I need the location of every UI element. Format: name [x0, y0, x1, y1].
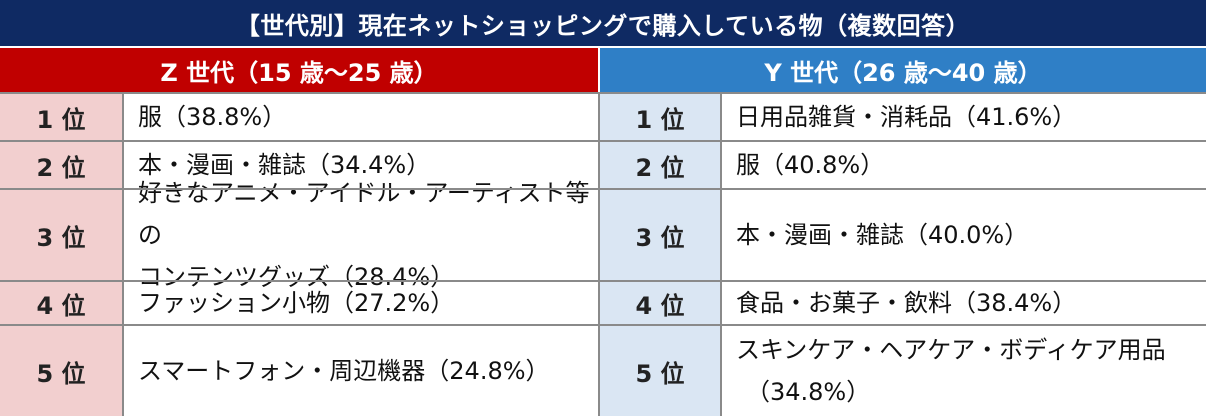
- y-rank-5: 5 位: [600, 326, 720, 416]
- h-divider: [0, 280, 1206, 282]
- h-divider: [0, 324, 1206, 326]
- v-divider: [720, 92, 722, 416]
- y-rank-4: 4 位: [600, 282, 720, 324]
- z-item-4: ファッション小物（27.2%）: [138, 289, 455, 317]
- h-divider: [0, 92, 1206, 94]
- z-rank-3: 3 位: [0, 190, 122, 280]
- y-item-1: 日用品雑貨・消耗品（41.6%）: [736, 103, 1077, 131]
- z-item-3: 好きなアニメ・アイドル・アーティスト等の コンテンツグッズ（28.4%）: [138, 179, 590, 291]
- z-rank-5: 5 位: [0, 326, 122, 416]
- h-divider: [0, 140, 1206, 142]
- z-item-2: 本・漫画・雑誌（34.4%）: [138, 151, 431, 179]
- z-rank-4: 4 位: [0, 282, 122, 324]
- z-item-1: 服（38.8%）: [138, 103, 287, 131]
- z-item-5: スマートフォン・周辺機器（24.8%）: [138, 357, 550, 385]
- y-item-3: 本・漫画・雑誌（40.0%）: [736, 221, 1029, 249]
- y-item-2: 服（40.8%）: [736, 151, 885, 179]
- z-generation-header: Z 世代（15 歳～25 歳）: [0, 48, 598, 92]
- z-rank-1: 1 位: [0, 94, 122, 140]
- v-divider: [122, 92, 124, 416]
- table-title: 【世代別】現在ネットショッピングで購入している物（複数回答）: [0, 0, 1206, 46]
- y-item-4: 食品・お菓子・飲料（38.4%）: [736, 289, 1077, 317]
- h-divider: [0, 188, 1206, 190]
- v-divider: [598, 46, 600, 92]
- v-divider: [598, 92, 600, 416]
- y-rank-3: 3 位: [600, 190, 720, 280]
- y-generation-header: Y 世代（26 歳～40 歳）: [600, 48, 1206, 92]
- y-item-5: スキンケア・ヘアケア・ボディケア用品 （34.8%）: [736, 336, 1166, 406]
- z-rank-2: 2 位: [0, 142, 122, 188]
- y-rank-1: 1 位: [600, 94, 720, 140]
- y-rank-2: 2 位: [600, 142, 720, 188]
